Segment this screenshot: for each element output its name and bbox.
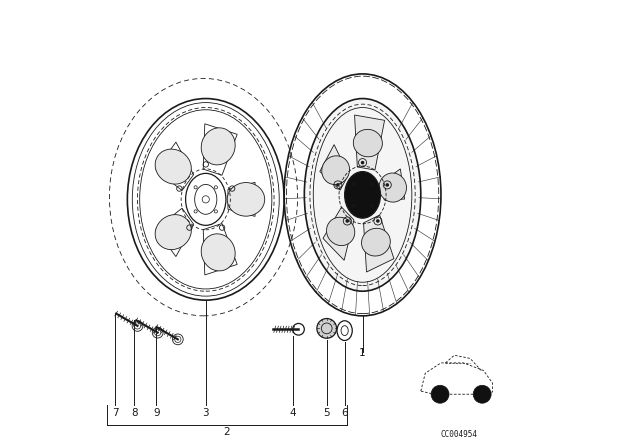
Polygon shape: [355, 115, 385, 170]
Ellipse shape: [155, 149, 191, 184]
Text: 8: 8: [131, 408, 138, 418]
Text: CC004954: CC004954: [440, 430, 477, 439]
Ellipse shape: [227, 183, 265, 216]
Circle shape: [336, 183, 340, 187]
Ellipse shape: [155, 215, 191, 250]
Ellipse shape: [201, 234, 235, 271]
Polygon shape: [364, 215, 394, 272]
Text: 9: 9: [153, 408, 160, 418]
Text: 6: 6: [341, 408, 348, 418]
Circle shape: [473, 385, 491, 403]
Polygon shape: [323, 207, 354, 260]
Ellipse shape: [344, 172, 380, 218]
Ellipse shape: [322, 156, 349, 185]
Text: 3: 3: [202, 408, 209, 418]
Text: 1: 1: [359, 348, 366, 358]
Circle shape: [376, 219, 380, 223]
Text: 5: 5: [323, 408, 330, 418]
Circle shape: [346, 219, 349, 223]
Text: 2: 2: [224, 426, 230, 436]
Text: 7: 7: [112, 408, 118, 418]
Ellipse shape: [379, 173, 406, 202]
Ellipse shape: [305, 99, 421, 291]
Text: 4: 4: [290, 408, 296, 418]
Circle shape: [385, 183, 389, 187]
Circle shape: [361, 161, 364, 164]
Polygon shape: [381, 169, 404, 200]
Polygon shape: [320, 145, 349, 190]
Circle shape: [431, 385, 449, 403]
Ellipse shape: [362, 228, 390, 256]
Ellipse shape: [326, 217, 355, 246]
Ellipse shape: [353, 129, 382, 157]
Circle shape: [317, 319, 337, 338]
Ellipse shape: [201, 128, 235, 165]
